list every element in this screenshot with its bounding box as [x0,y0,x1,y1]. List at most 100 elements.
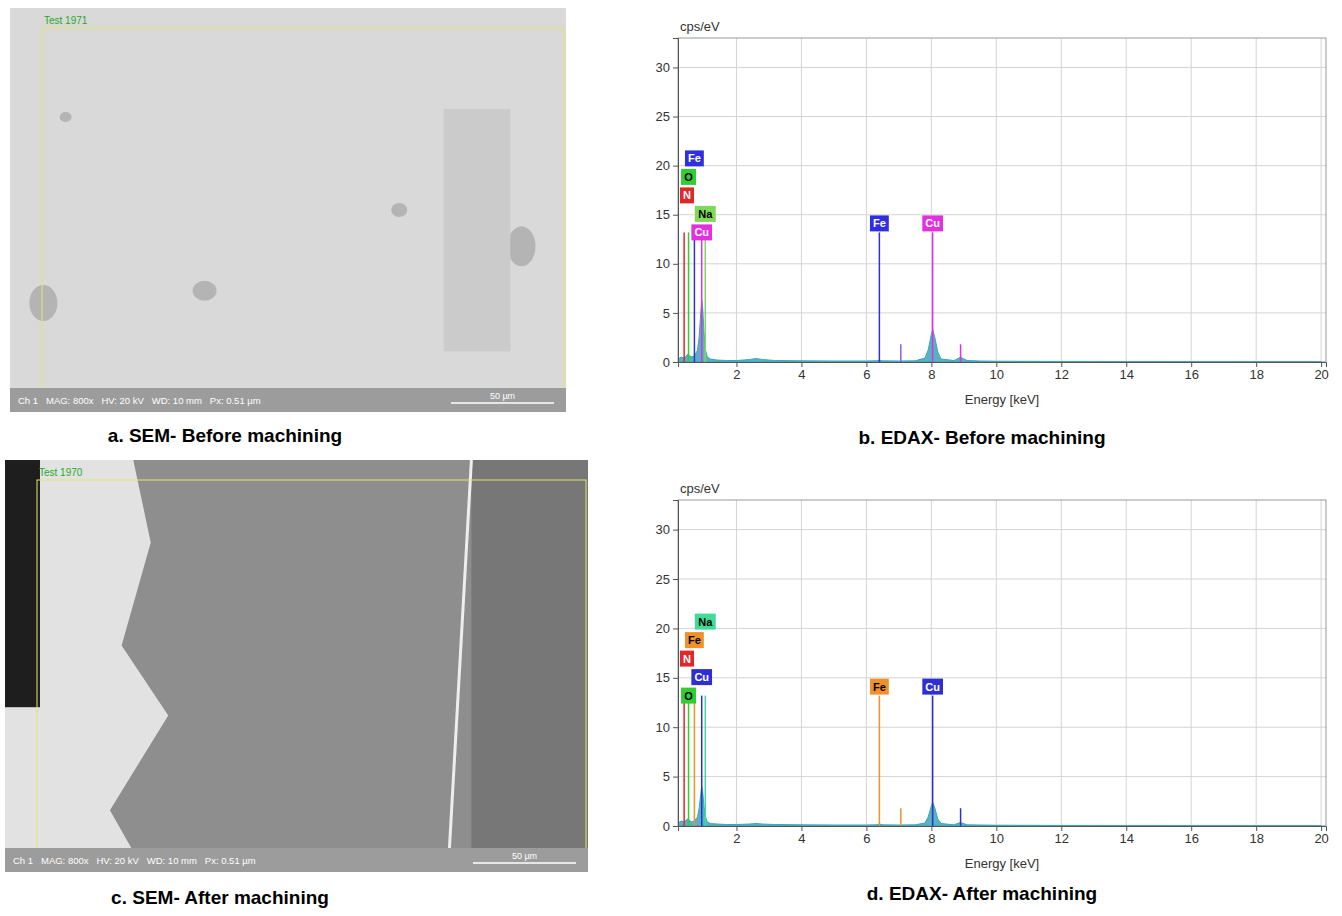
tick: 6 [863,826,870,846]
sem-texture [29,285,57,321]
tick-label: 16 [1184,367,1198,382]
caption: d. EDAX- After machining [867,883,1097,904]
tick-label: 20 [656,158,670,173]
grid-line [678,165,1326,166]
tick-mark [673,264,678,265]
tick-mark [673,215,678,216]
tick: 30 [656,522,678,537]
element-label: N [683,189,691,201]
tick-label: 0 [663,819,670,834]
grid-line [678,628,1326,629]
tick: 10 [990,362,1004,382]
info-text: Ch 1 MAG: 800x HV: 20 kV WD: 10 mm Px: 0… [13,855,256,866]
sem-image [10,8,566,412]
scale-bar-label: 50 µm [512,851,537,861]
x-axis: 2468101214161820 [679,826,1329,846]
sem-panel: Test 1970 Ch 1 MAG: 800x HV: 20 kV WD: 10… [5,460,588,872]
tick-mark [673,777,678,778]
tick-mark [673,530,678,531]
element-line [932,232,934,362]
tick: 25 [656,572,678,587]
sem-texture [193,281,217,301]
element-line [694,232,696,362]
y-axis: 051015202530 [656,501,679,834]
element-label: Fe [688,152,701,164]
element-line [688,696,690,826]
tick-label: 5 [663,769,670,784]
element-labels: NaFeNCuOFeCu [680,614,943,704]
tick-mark [673,579,678,580]
tick-label: 14 [1120,831,1134,846]
spectrum-chart: 2468101214161820051015202530cps/eVEnergy… [656,481,1329,871]
measure-frame [42,28,564,404]
tick-label: 12 [1055,831,1069,846]
element-label-box [685,150,704,166]
tick-label: 20 [656,621,670,636]
element-label: Na [698,208,713,220]
element-label-box [680,187,694,203]
tick-label: 15 [656,670,670,685]
element-line [900,344,902,362]
tick-label: 12 [1055,367,1069,382]
axis-line [673,501,679,827]
element-label-box [691,224,712,240]
element-label-box [685,632,704,648]
tick-label: 8 [928,831,935,846]
tick: 14 [1120,826,1134,846]
element-label-box [680,651,694,667]
tick-mark [673,628,678,629]
tick: 20 [656,621,678,636]
tick: 12 [1055,826,1069,846]
plot-area [678,232,1321,362]
tick-label: 25 [656,572,670,587]
element-line [683,696,685,826]
element-label: Cu [694,671,709,683]
spectrum-chart: 2468101214161820051015202530cps/eVEnergy… [656,19,1329,407]
y-axis-title: cps/eV [680,19,720,34]
tick-label: 2 [733,831,740,846]
element-label: N [683,653,691,665]
measure-frame [37,480,586,864]
sem-texture [444,109,511,351]
figure: Test 1971Ch 1 MAG: 800x HV: 20 kV WD: 10… [0,0,1342,916]
info-text: Ch 1 MAG: 800x HV: 20 kV WD: 10 mm Px: 0… [18,395,261,406]
element-line [879,696,881,826]
grid-line [678,263,1326,264]
grid-line [678,727,1326,728]
x-axis-title: Energy [keV] [965,392,1039,407]
tick-mark [673,117,678,118]
plot-frame [678,500,1326,826]
plot-area [678,696,1321,826]
element-line [701,696,703,826]
tick-label: 10 [656,256,670,271]
element-label-box [695,614,716,630]
tick: 0 [663,819,678,834]
element-label-box [691,669,712,685]
tick: 15 [656,670,678,685]
tick-label: 5 [663,306,670,321]
tick-label: 2 [733,367,740,382]
element-line [705,696,707,826]
tick-label: 20 [1314,831,1328,846]
grid [678,500,1326,826]
element-line [879,232,881,362]
caption: c. SEM- After machining [111,887,329,908]
tick-label: 4 [798,831,805,846]
tick-label: 18 [1249,831,1263,846]
info-bar [10,388,566,412]
grid-line [678,116,1326,117]
image-label: Test 1970 [39,467,83,478]
scale-bar [473,862,576,864]
tick-mark [673,826,678,827]
tick-mark [673,166,678,167]
sem-image [5,460,588,872]
element-label: O [684,690,693,702]
grid-line [678,529,1326,530]
element-label-box [922,679,943,695]
element-label: Cu [925,681,940,693]
tick-mark [673,67,678,68]
tick: 16 [1184,362,1198,382]
element-label: Fe [688,634,701,646]
tick: 30 [656,60,678,75]
tick: 20 [656,158,678,173]
